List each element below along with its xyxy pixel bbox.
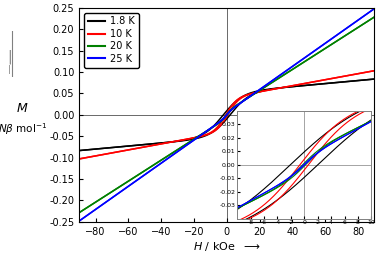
- Text: $M$: $M$: [16, 102, 29, 115]
- Text: |: |: [8, 65, 11, 74]
- Text: $N\beta$ mol$^{-1}$: $N\beta$ mol$^{-1}$: [0, 121, 47, 137]
- X-axis label: $H$ / kOe  $\longrightarrow$: $H$ / kOe $\longrightarrow$: [193, 239, 261, 253]
- Legend: 1.8 K, 10 K, 20 K, 25 K: 1.8 K, 10 K, 20 K, 25 K: [84, 13, 139, 68]
- Text: |: |: [7, 50, 12, 64]
